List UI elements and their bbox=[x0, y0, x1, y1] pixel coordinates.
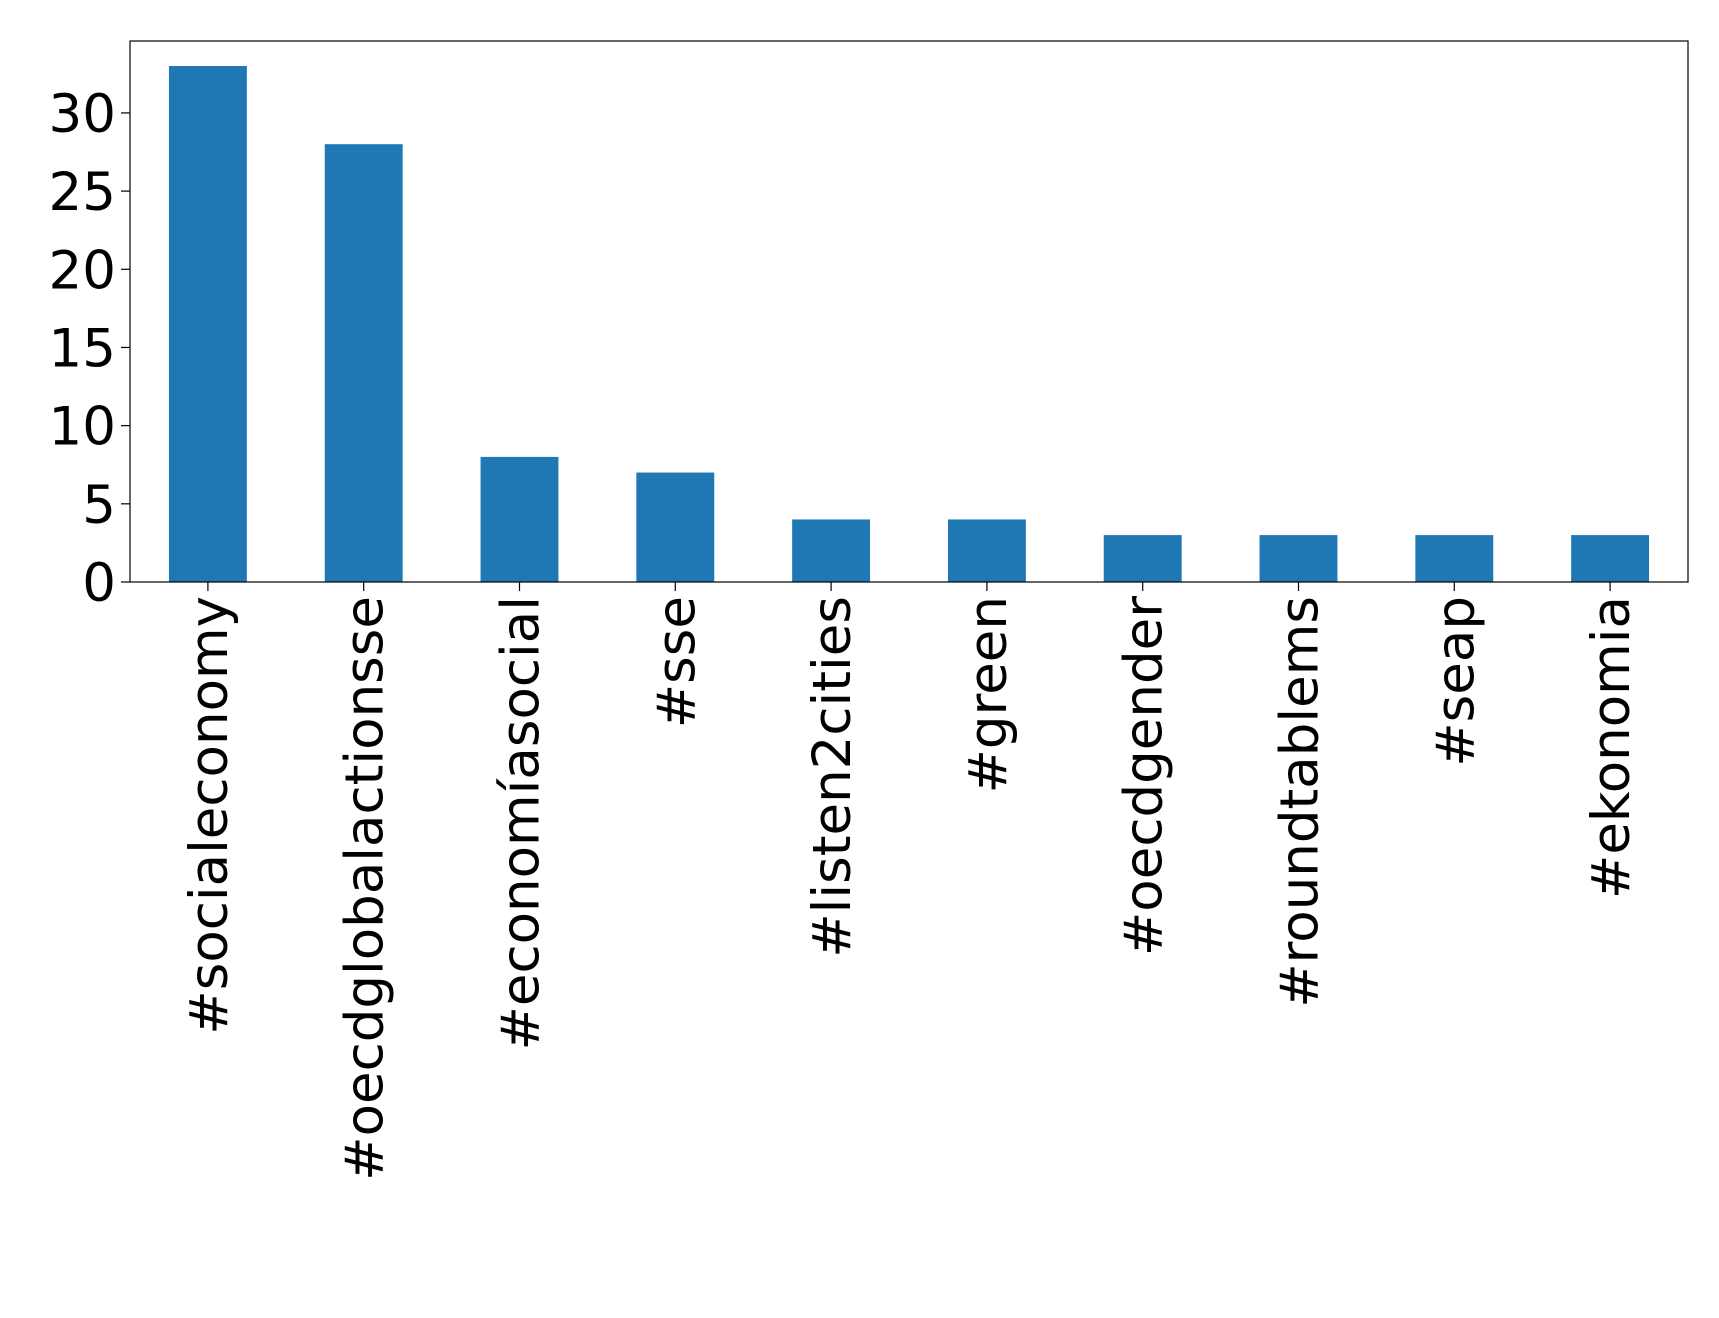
bar bbox=[1415, 535, 1494, 582]
y-tick-label: 5 bbox=[82, 475, 116, 536]
x-tick-label: #economíasocial bbox=[491, 596, 552, 1051]
bar bbox=[1571, 535, 1650, 582]
x-tick-label: #listen2cities bbox=[802, 596, 863, 958]
axes-frame bbox=[129, 40, 1689, 583]
y-tick-label: 25 bbox=[49, 162, 116, 223]
x-tick-label: #sse bbox=[646, 596, 707, 728]
x-tick-label: #roundtablems bbox=[1270, 596, 1331, 1008]
y-tick-label: 0 bbox=[82, 553, 116, 614]
x-tick-label: #oecdglobalactionsse bbox=[335, 596, 396, 1181]
x-tick-label: #seap bbox=[1425, 596, 1486, 767]
x-tick-label: #ekonomia bbox=[1581, 596, 1642, 899]
x-tick-label: #green bbox=[958, 596, 1019, 793]
bar bbox=[324, 144, 403, 582]
bar bbox=[947, 519, 1026, 582]
bar bbox=[792, 519, 871, 582]
y-tick-label: 10 bbox=[49, 397, 116, 458]
y-tick-label: 20 bbox=[49, 240, 116, 301]
bar bbox=[1259, 535, 1338, 582]
bar bbox=[168, 66, 247, 583]
x-tick-label: #socialeconomy bbox=[179, 596, 240, 1035]
bar bbox=[636, 472, 715, 582]
x-tick-label: #oecdgender bbox=[1114, 596, 1175, 956]
y-tick-label: 15 bbox=[49, 318, 116, 379]
y-tick-label: 30 bbox=[49, 84, 116, 145]
bar bbox=[480, 456, 559, 582]
bar bbox=[1103, 535, 1182, 582]
